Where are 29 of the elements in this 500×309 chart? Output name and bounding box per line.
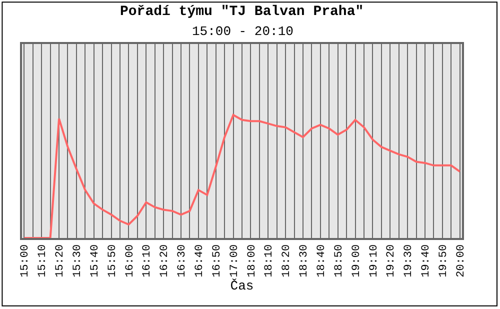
x-tick-label: 18:10: [264, 244, 276, 278]
x-tick-label: 19:40: [420, 244, 433, 278]
x-tick-label: 18:50: [333, 244, 346, 278]
chart-title: Pořadí týmu "TJ Balvan Praha": [120, 4, 364, 20]
x-tick-label: 19:20: [386, 244, 398, 278]
x-tick-label: 15:30: [72, 244, 84, 278]
x-tick-label: 16:30: [176, 244, 189, 278]
x-tick-label: 15:00: [20, 244, 32, 278]
x-tick-label: 16:00: [124, 244, 136, 278]
x-tick-label: 19:10: [368, 244, 380, 278]
x-tick-label: 19:50: [438, 244, 450, 278]
x-tick-label: 18:30: [298, 244, 311, 278]
x-tick-label: 15:20: [54, 244, 67, 278]
x-tick-label: 16:20: [159, 244, 172, 278]
x-tick-label: 16:10: [142, 244, 154, 278]
x-tick-label: 15:40: [89, 244, 102, 278]
x-tick-label: 17:00: [228, 244, 241, 278]
x-axis-title: Čas: [230, 278, 254, 294]
chart-subtitle: 15:00 - 20:10: [192, 24, 294, 39]
x-tick-label: 16:40: [194, 244, 206, 278]
x-tick-label: 18:40: [316, 244, 328, 278]
x-tick-label: 19:00: [350, 244, 363, 278]
x-tick-label: 20:00: [455, 244, 468, 278]
x-tick-label: 16:50: [211, 244, 224, 278]
x-tick-label: 15:10: [37, 244, 50, 278]
x-tick-label: 19:30: [403, 244, 416, 278]
x-tick-label: 15:50: [106, 244, 119, 278]
x-tick-label: 18:20: [281, 244, 294, 278]
x-tick-label: 18:00: [246, 244, 258, 278]
